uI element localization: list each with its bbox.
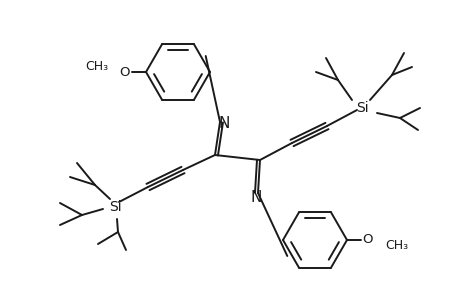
Text: N: N	[218, 116, 229, 131]
Text: N: N	[250, 190, 261, 206]
Text: Si: Si	[355, 101, 368, 115]
Text: O: O	[362, 233, 372, 247]
Text: CH₃: CH₃	[85, 59, 108, 73]
Text: O: O	[119, 65, 130, 79]
Text: Si: Si	[108, 200, 121, 214]
Text: CH₃: CH₃	[384, 239, 407, 253]
